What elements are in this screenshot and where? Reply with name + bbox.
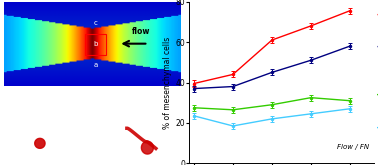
Text: +: + [376,123,378,133]
Text: b: b [93,41,98,47]
Polygon shape [141,141,153,154]
Text: -: - [376,10,378,20]
Text: Amoeboid: Amoeboid [29,99,64,104]
Y-axis label: % of mesenchymal cells: % of mesenchymal cells [163,36,172,129]
Bar [85,34,106,55]
Text: a: a [93,62,98,68]
Text: c: c [93,20,98,26]
Text: +: + [376,90,378,100]
Text: -: - [376,42,378,52]
Text: Flow / FN: Flow / FN [336,144,369,150]
Text: Mesenchymal: Mesenchymal [113,99,161,104]
Text: flow: flow [132,27,150,36]
Polygon shape [35,138,45,148]
